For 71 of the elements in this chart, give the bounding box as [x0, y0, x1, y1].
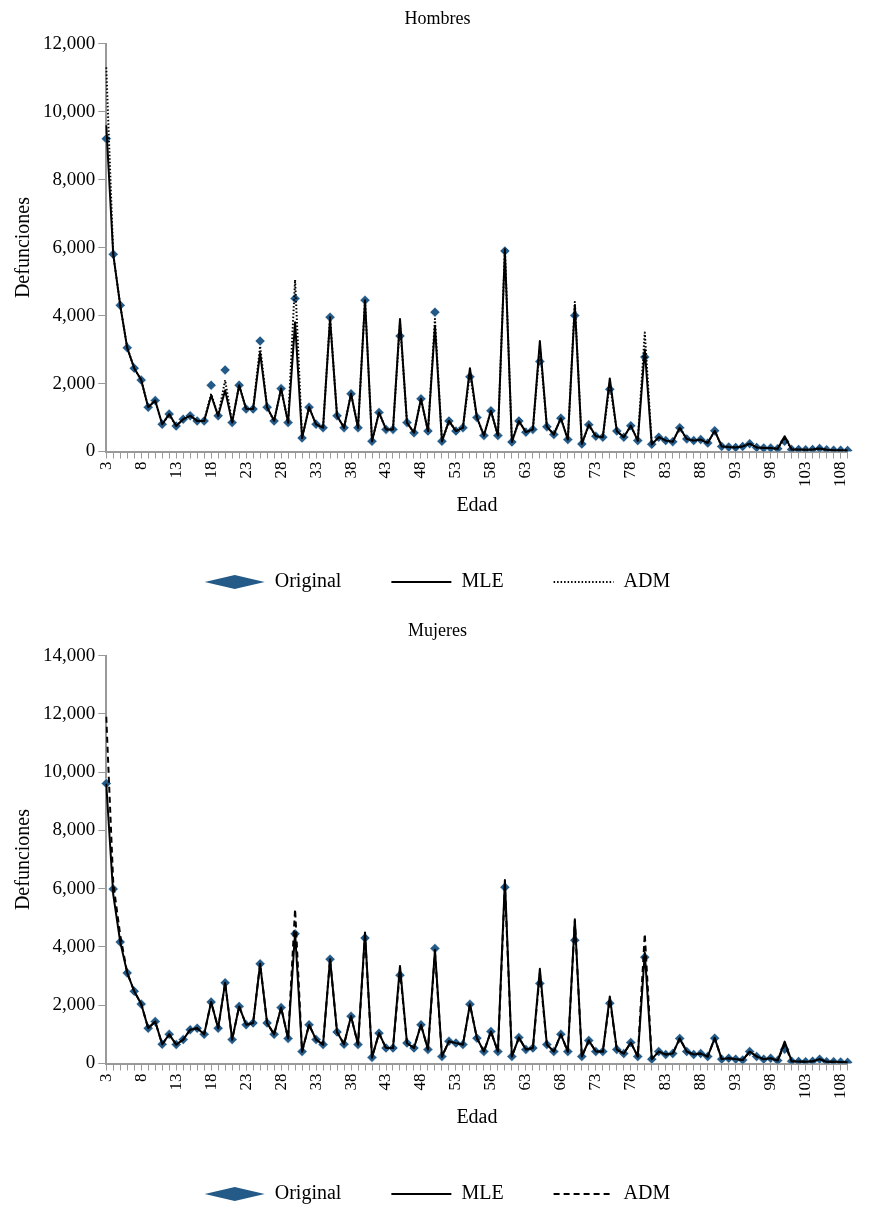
- x-tick-label: 33: [305, 461, 325, 479]
- x-tick-label: 38: [340, 461, 360, 479]
- x-tick-label: 43: [375, 461, 395, 479]
- x-tick-label: 8: [130, 1073, 150, 1082]
- x-tick-label: 83: [655, 1073, 675, 1091]
- x-tick-label: 23: [235, 461, 255, 479]
- x-tick-label: 108: [830, 1073, 850, 1099]
- y-tick-label: 8,000: [52, 818, 96, 840]
- y-tick-label: 4,000: [52, 303, 96, 325]
- x-tick-label: 93: [725, 1073, 745, 1091]
- x-tick-label: 78: [620, 1073, 640, 1091]
- y-axis-title: Defunciones: [11, 808, 34, 911]
- x-tick-label: 48: [410, 1073, 430, 1091]
- x-tick-label: 8: [130, 461, 150, 470]
- legend-label: ADM: [623, 569, 671, 592]
- x-axis-title: Edad: [456, 493, 498, 516]
- x-tick-label: 98: [760, 461, 780, 479]
- y-tick-label: 6,000: [52, 235, 96, 257]
- x-tick-label: 13: [165, 1073, 185, 1091]
- x-tick-label: 68: [550, 461, 570, 479]
- x-tick-label: 28: [270, 1073, 290, 1091]
- y-tick-label: 10,000: [43, 99, 96, 121]
- x-tick-label: 108: [830, 461, 850, 487]
- x-tick-label: 58: [480, 461, 500, 479]
- y-tick-label: 12,000: [43, 31, 96, 53]
- x-tick-label: 33: [305, 1073, 325, 1091]
- x-tick-label: 3: [95, 1073, 115, 1082]
- legend-label: Original: [274, 569, 342, 593]
- x-tick-label: 88: [690, 461, 710, 479]
- x-tick-label: 58: [480, 1073, 500, 1091]
- x-tick-label: 18: [200, 461, 220, 479]
- x-tick-label: 53: [445, 1073, 465, 1091]
- x-tick-label: 98: [760, 1073, 780, 1091]
- x-tick-label: 18: [200, 1073, 220, 1091]
- y-axis-title: Defunciones: [11, 196, 34, 299]
- y-tick-label: 0: [85, 439, 96, 461]
- y-tick-label: 4,000: [52, 934, 96, 956]
- x-tick-label: 48: [410, 461, 430, 479]
- y-tick-label: 12,000: [43, 701, 96, 723]
- x-tick-label: 68: [550, 1073, 570, 1091]
- x-tick-label: 73: [585, 1073, 605, 1091]
- x-tick-label: 88: [690, 1073, 710, 1091]
- x-tick-label: 103: [795, 1073, 815, 1099]
- x-tick-label: 93: [725, 461, 745, 479]
- legend-label: MLE: [461, 1181, 504, 1204]
- y-tick-label: 8,000: [52, 167, 96, 189]
- x-tick-label: 73: [585, 461, 605, 479]
- y-tick-label: 6,000: [52, 876, 96, 898]
- x-tick-label: 78: [620, 461, 640, 479]
- y-tick-label: 14,000: [43, 643, 96, 665]
- legend-label: ADM: [623, 1181, 671, 1204]
- x-tick-label: 83: [655, 461, 675, 479]
- x-tick-label: 13: [165, 461, 185, 479]
- y-tick-label: 2,000: [52, 993, 96, 1015]
- x-tick-label: 23: [235, 1073, 255, 1091]
- x-axis-title: Edad: [456, 1105, 498, 1128]
- x-tick-label: 103: [795, 461, 815, 487]
- legend-label: Original: [274, 1181, 342, 1205]
- y-tick-label: 0: [85, 1051, 96, 1073]
- y-tick-label: 2,000: [52, 371, 96, 393]
- x-tick-label: 63: [515, 461, 535, 479]
- y-tick-label: 10,000: [43, 760, 96, 782]
- chart-title: Mujeres: [408, 619, 467, 640]
- x-tick-label: 28: [270, 461, 290, 479]
- chart-title: Hombres: [404, 7, 471, 28]
- x-tick-label: 53: [445, 461, 465, 479]
- x-tick-label: 38: [340, 1073, 360, 1091]
- x-tick-label: 63: [515, 1073, 535, 1091]
- x-tick-label: 3: [95, 461, 115, 470]
- legend-label: MLE: [461, 569, 504, 592]
- x-tick-label: 43: [375, 1073, 395, 1091]
